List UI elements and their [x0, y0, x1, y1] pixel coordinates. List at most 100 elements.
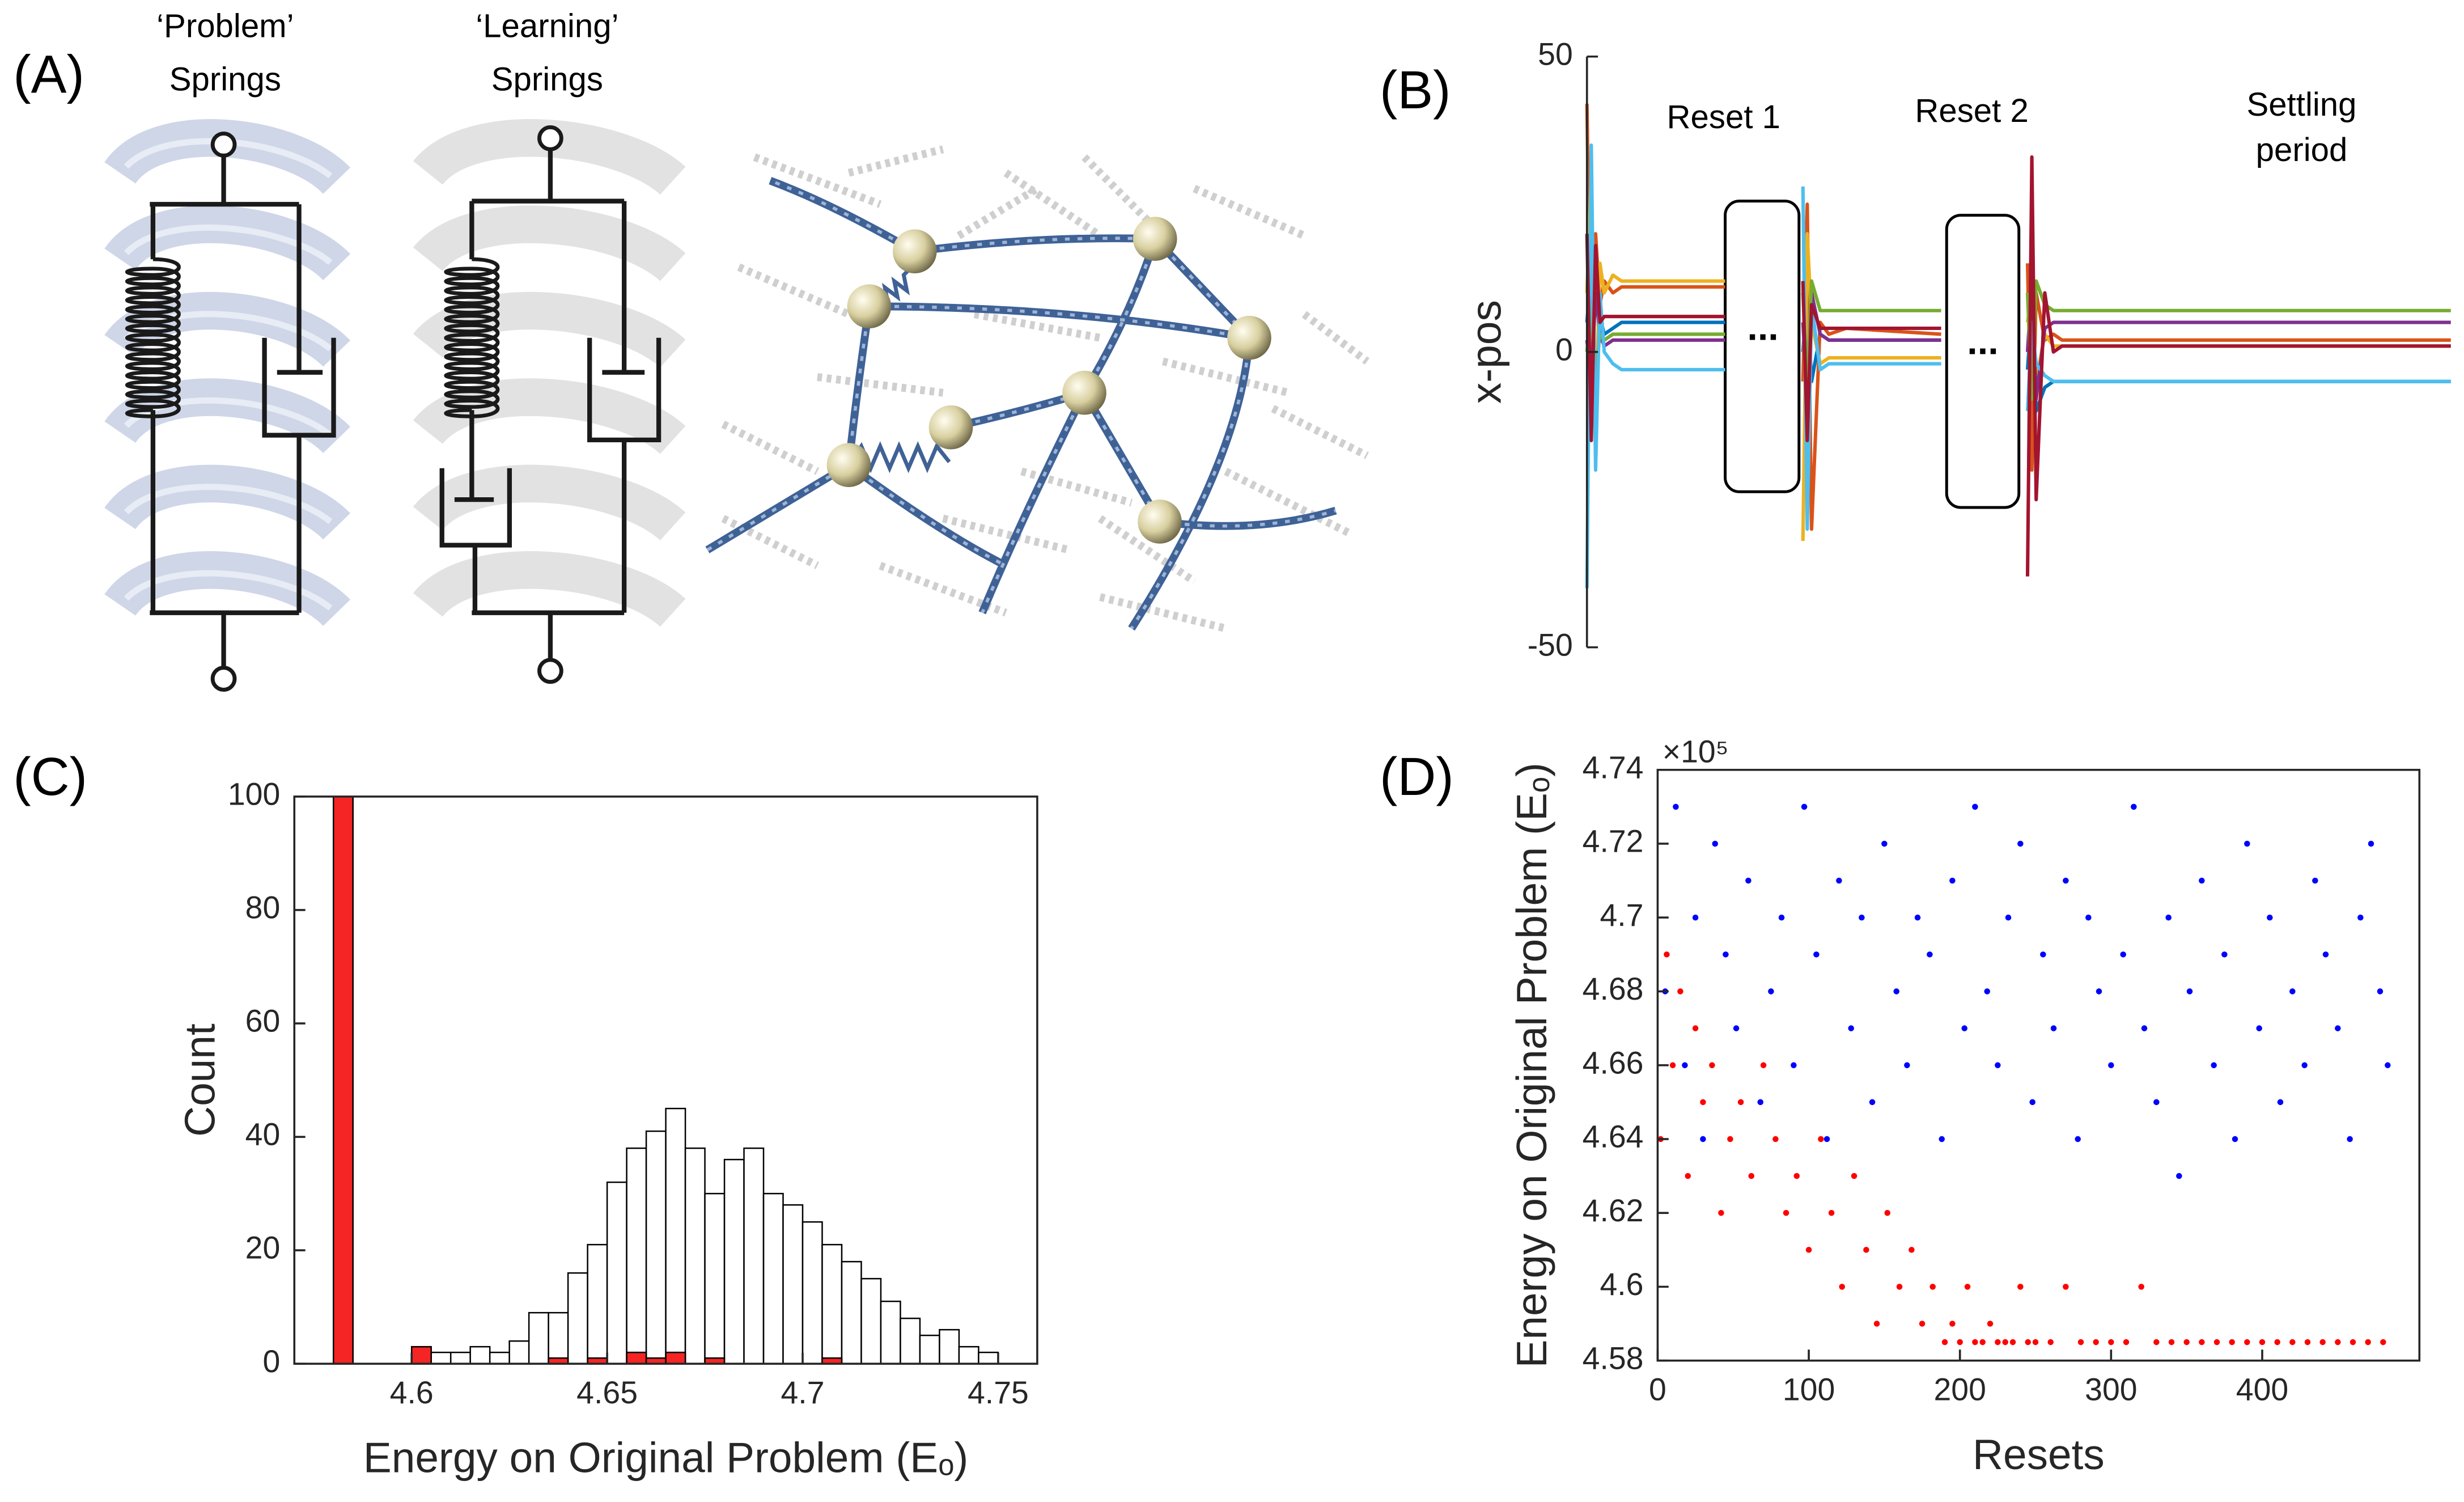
scatter-point — [2199, 1339, 2205, 1346]
x-tick-label: 4.7 — [781, 1375, 825, 1410]
scatter-point — [1972, 1339, 1978, 1346]
y-axis-label: Count — [176, 1023, 223, 1137]
panel-label: (B) — [1380, 60, 1451, 120]
node-bead — [1227, 315, 1271, 360]
scatter-point — [1818, 1136, 1824, 1143]
scatter-point — [2256, 1025, 2262, 1031]
y-axis-label: Energy on Original Problem (Eₒ) — [1508, 763, 1555, 1368]
terminal — [537, 125, 563, 151]
scatter-point — [1839, 1284, 1845, 1290]
scatter-point — [1692, 1025, 1699, 1031]
scatter-point — [1783, 1209, 1789, 1216]
node-bead — [826, 443, 871, 487]
histogram-bar — [665, 1351, 686, 1365]
y-tick-label: 40 — [245, 1117, 281, 1152]
scatter-point — [1881, 840, 1888, 847]
scatter-point — [1939, 1136, 1945, 1143]
y-tick-label: 0 — [262, 1344, 280, 1379]
diagram-title: Springs — [169, 61, 281, 98]
x-tick-label: 4.75 — [968, 1375, 1029, 1410]
x-tick-label: 200 — [1933, 1372, 1986, 1407]
histogram-bar — [449, 1351, 471, 1365]
circuit — [439, 149, 661, 660]
scatter-point — [1893, 988, 1899, 995]
scatter-point — [2289, 988, 2296, 995]
scatter-point — [2002, 1339, 2008, 1346]
histogram-bar — [919, 1334, 940, 1365]
scatter-point — [2017, 1284, 2024, 1290]
scatter-point — [1884, 1209, 1890, 1216]
histogram-bar — [743, 1147, 765, 1365]
scatter-point — [2131, 803, 2137, 810]
scatter-point — [2032, 1339, 2039, 1346]
scatter-point — [1949, 877, 1956, 884]
scatter-point — [2165, 914, 2172, 921]
scatter-point — [1972, 803, 1978, 810]
scatter-point — [2047, 1339, 2054, 1346]
scatter-point — [1957, 1339, 1963, 1346]
histogram-bar — [782, 1204, 804, 1365]
scatter-point — [2232, 1136, 2238, 1143]
scatter-point — [2289, 1339, 2296, 1346]
scatter-point — [1685, 1173, 1691, 1179]
line-series — [1585, 155, 2451, 577]
axes-frame — [293, 796, 1038, 1365]
scatter-point — [1673, 803, 1679, 810]
x-tick-label: 300 — [2085, 1372, 2137, 1407]
histogram-bar — [978, 1351, 999, 1365]
node-bead — [1138, 500, 1182, 544]
scatter-point — [2377, 988, 2384, 995]
histogram-bar — [548, 1311, 569, 1365]
y-tick-label: 4.72 — [1583, 824, 1644, 859]
scatter-point — [1682, 1062, 1688, 1068]
y-tick-label: 0 — [1555, 332, 1573, 367]
strand-highlight — [706, 179, 1337, 629]
scatter-point — [2153, 1339, 2160, 1346]
histogram-bar — [939, 1328, 960, 1365]
annotation: Reset 1 — [1667, 99, 1780, 136]
histogram-bar — [332, 796, 354, 1365]
scatter-point — [1869, 1099, 1876, 1106]
y-tick-label: 20 — [245, 1230, 281, 1266]
scatter-point — [2347, 1136, 2353, 1143]
scatter-point — [1836, 877, 1842, 884]
y-tick-label: 100 — [228, 776, 280, 811]
histogram-bar — [704, 1192, 726, 1365]
reset-box — [1724, 200, 1801, 493]
scatter-point — [1995, 1339, 2001, 1346]
annotation: Settling — [2246, 86, 2356, 123]
scatter-point — [1737, 1099, 1744, 1106]
histogram-bar — [606, 1181, 627, 1365]
scatter-point — [1909, 1247, 1915, 1253]
scatter-point — [2108, 1062, 2114, 1068]
y-tick-label: 4.7 — [1600, 898, 1643, 933]
scatter-point — [2017, 840, 2024, 847]
scatter-point — [1941, 1339, 1948, 1346]
scatter-point — [2380, 1339, 2386, 1346]
scatter-point — [1669, 1062, 1676, 1068]
annotation: period — [2256, 132, 2348, 168]
y-axis-label: x-pos — [1462, 300, 1510, 404]
scatter-point — [2085, 914, 2092, 921]
scatter-point — [1791, 1062, 1797, 1068]
scatter-point — [2141, 1025, 2148, 1031]
scatter-point — [1801, 803, 1808, 810]
scatter-point — [2385, 1062, 2391, 1068]
x-tick-label: 4.6 — [390, 1375, 434, 1410]
scatter-point — [1772, 1136, 1779, 1143]
scatter-point — [2063, 877, 2069, 884]
histogram-bar — [508, 1340, 530, 1365]
panel-label: (C) — [13, 747, 87, 806]
node-bead — [1062, 370, 1106, 415]
scatter-point — [1805, 1247, 1812, 1253]
ellipsis: ... — [1747, 306, 1778, 348]
scatter-point — [2050, 1025, 2057, 1031]
diagram-title: ‘Learning’ — [476, 7, 618, 44]
histogram-bar — [567, 1272, 588, 1365]
scatter-point — [1949, 1321, 1956, 1327]
x-tick-label: 100 — [1783, 1372, 1835, 1407]
scatter-point — [2267, 914, 2273, 921]
scatter-point — [2123, 1339, 2130, 1346]
scatter-point — [1828, 1209, 1835, 1216]
